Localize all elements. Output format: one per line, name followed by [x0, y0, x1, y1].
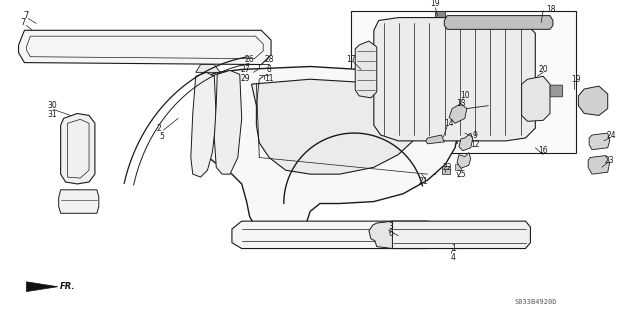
Text: 19: 19	[572, 75, 581, 84]
Text: 29: 29	[241, 74, 250, 83]
Bar	[416, 168, 426, 177]
Text: 12: 12	[470, 140, 479, 149]
Text: 31: 31	[47, 110, 57, 119]
Ellipse shape	[588, 94, 600, 108]
Polygon shape	[579, 86, 608, 115]
Text: 21: 21	[419, 177, 429, 187]
Text: 20: 20	[538, 65, 548, 74]
Polygon shape	[377, 221, 531, 249]
Text: 16: 16	[538, 146, 548, 155]
Text: 3: 3	[388, 221, 393, 231]
Polygon shape	[374, 18, 535, 141]
Polygon shape	[449, 104, 467, 123]
Text: 26: 26	[244, 55, 254, 64]
Text: 17: 17	[346, 55, 356, 64]
Text: 10: 10	[460, 91, 470, 100]
Bar	[455, 164, 461, 170]
Ellipse shape	[383, 59, 404, 93]
Ellipse shape	[508, 63, 527, 95]
Text: 25: 25	[456, 170, 466, 179]
Bar	[442, 166, 450, 174]
Polygon shape	[589, 133, 610, 150]
Text: 7: 7	[24, 11, 29, 20]
Text: 13: 13	[456, 99, 466, 108]
Bar	[351, 11, 577, 152]
Polygon shape	[252, 79, 420, 174]
Text: 30: 30	[47, 101, 57, 110]
Text: 4: 4	[451, 253, 456, 262]
Text: 24: 24	[607, 130, 616, 139]
Text: 8: 8	[267, 65, 271, 74]
Polygon shape	[355, 41, 377, 98]
Text: 9: 9	[472, 130, 477, 139]
Text: 6: 6	[388, 229, 393, 238]
Text: 19: 19	[431, 0, 440, 8]
Text: 22: 22	[442, 163, 452, 172]
Polygon shape	[426, 135, 444, 144]
Polygon shape	[522, 76, 550, 121]
Polygon shape	[214, 70, 242, 174]
Text: 2: 2	[156, 124, 161, 133]
Text: FR.: FR.	[60, 282, 75, 291]
Text: 11: 11	[264, 74, 274, 83]
Polygon shape	[59, 190, 99, 213]
Polygon shape	[457, 152, 470, 168]
Bar	[444, 134, 457, 143]
Text: 14: 14	[444, 119, 454, 128]
Bar	[435, 11, 445, 18]
Polygon shape	[588, 156, 610, 174]
Text: 5: 5	[159, 132, 164, 141]
Polygon shape	[61, 114, 95, 184]
Text: 23: 23	[605, 156, 614, 165]
Polygon shape	[195, 66, 459, 239]
Polygon shape	[26, 282, 58, 292]
Polygon shape	[191, 72, 216, 177]
Bar	[428, 167, 435, 174]
Polygon shape	[459, 133, 473, 151]
FancyBboxPatch shape	[549, 85, 563, 97]
Polygon shape	[232, 221, 437, 249]
Text: 28: 28	[264, 55, 274, 64]
Polygon shape	[19, 30, 271, 64]
Text: 27: 27	[241, 65, 250, 74]
Text: 18: 18	[546, 5, 556, 14]
Polygon shape	[369, 221, 392, 249]
Text: 7: 7	[20, 18, 26, 27]
Text: S033B4920D: S033B4920D	[515, 299, 557, 305]
Polygon shape	[444, 16, 553, 29]
Polygon shape	[196, 64, 220, 72]
Text: 1: 1	[451, 244, 456, 253]
